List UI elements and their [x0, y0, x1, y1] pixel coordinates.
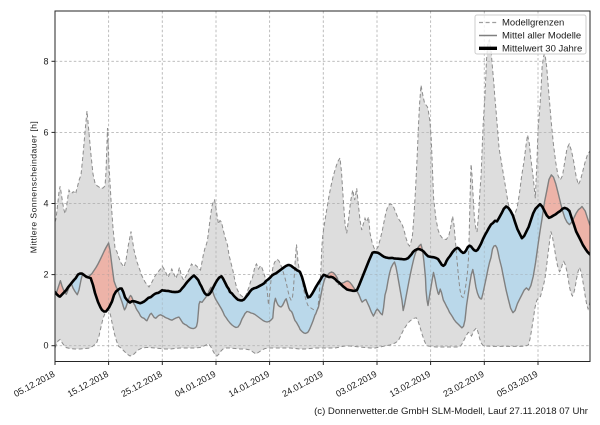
- svg-text:4: 4: [43, 199, 48, 209]
- svg-text:6: 6: [43, 127, 48, 137]
- svg-text:Modellgrenzen: Modellgrenzen: [502, 18, 564, 29]
- svg-text:2: 2: [43, 270, 48, 280]
- svg-text:Mittlere Sonnenscheindauer [h]: Mittlere Sonnenscheindauer [h]: [29, 121, 39, 253]
- svg-text:Mittelwert 30 Jahre: Mittelwert 30 Jahre: [502, 44, 582, 55]
- svg-text:13.02.2019: 13.02.2019: [388, 369, 432, 399]
- svg-text:14.01.2019: 14.01.2019: [227, 369, 271, 399]
- svg-text:04.01.2019: 04.01.2019: [173, 369, 217, 399]
- svg-text:23.02.2019: 23.02.2019: [441, 369, 485, 399]
- svg-text:24.01.2019: 24.01.2019: [280, 369, 324, 399]
- svg-text:15.12.2018: 15.12.2018: [66, 369, 110, 399]
- svg-text:25.12.2018: 25.12.2018: [119, 369, 163, 399]
- svg-text:0: 0: [43, 341, 48, 351]
- svg-text:05.03.2019: 05.03.2019: [495, 369, 539, 399]
- svg-text:03.02.2019: 03.02.2019: [334, 369, 378, 399]
- svg-text:(c) Donnerwetter.de GmbH SLM-M: (c) Donnerwetter.de GmbH SLM-Modell, Lau…: [314, 406, 589, 417]
- svg-text:05.12.2018: 05.12.2018: [12, 369, 56, 399]
- svg-text:8: 8: [43, 56, 48, 66]
- svg-text:Mittel aller Modelle: Mittel aller Modelle: [502, 31, 581, 42]
